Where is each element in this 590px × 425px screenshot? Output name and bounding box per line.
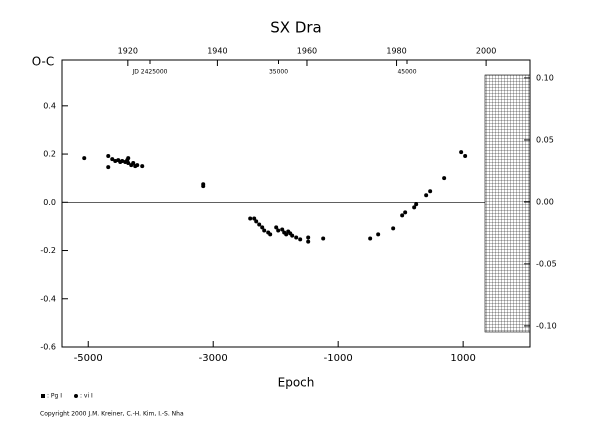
data-point: [306, 239, 311, 244]
x2-tick-label: 1940: [207, 47, 227, 56]
data-point: [257, 222, 262, 227]
footer: Copyright 2000 J.M. Kreiner, C.-H. Kim, …: [40, 411, 184, 418]
data-point: [131, 160, 136, 165]
chart-title: SX Dra: [270, 19, 321, 37]
data-point: [321, 236, 326, 241]
future-hatch: [484, 74, 531, 333]
data-point: [126, 160, 131, 165]
data-point: [252, 216, 257, 221]
y-tick-label: 0.2: [43, 150, 56, 159]
data-point: [414, 202, 419, 207]
data-point: [135, 163, 140, 168]
data-point: [463, 153, 468, 158]
y2-tick-label: 0.05: [536, 135, 554, 144]
data-point: [140, 164, 145, 169]
data-point: [403, 210, 408, 215]
legend-marker: [41, 394, 45, 398]
data-point: [298, 237, 303, 242]
data-point: [201, 184, 206, 189]
x-tick-label: -3000: [199, 353, 228, 364]
jd-tick-label: 35000: [269, 69, 288, 76]
y2-tick-label: 0.00: [536, 197, 554, 206]
data-point: [126, 156, 131, 161]
x2-tick-label: 1960: [297, 47, 317, 56]
jd-tick-label: 45000: [397, 69, 416, 76]
y-tick-label: -0.4: [40, 294, 56, 303]
data-point: [106, 165, 111, 170]
data-point: [391, 226, 396, 231]
data-point: [376, 232, 381, 237]
data-point: [82, 156, 87, 161]
data-point: [262, 228, 267, 233]
legend-label: : Pg I: [47, 393, 62, 400]
data-point: [254, 219, 259, 224]
jd-tick-label: JD 2425000: [131, 69, 167, 76]
data-point: [248, 216, 253, 221]
y-axis-label: O-C: [32, 55, 55, 69]
data-point: [424, 193, 429, 198]
data-point: [268, 232, 273, 237]
data-point: [280, 227, 285, 232]
data-point: [459, 150, 464, 155]
data-point: [412, 205, 417, 210]
x-tick-label: 1000: [450, 353, 475, 364]
data-point: [284, 232, 289, 237]
data-point: [428, 189, 433, 194]
data-point: [260, 225, 265, 230]
data-point: [306, 235, 311, 240]
x2-tick-label: 1980: [386, 47, 406, 56]
x-axis-label: Epoch: [278, 376, 315, 390]
x2-tick-label: 2000: [476, 47, 496, 56]
y-tick-label: -0.6: [40, 343, 56, 352]
legend-label: : vi I: [80, 393, 93, 400]
data-point: [290, 233, 295, 238]
data-point: [106, 153, 111, 158]
data-point: [276, 228, 281, 233]
y2-tick-label: -0.10: [536, 321, 557, 330]
data-point: [294, 235, 299, 240]
legend-marker: [74, 394, 78, 398]
x2-tick-label: 1920: [118, 47, 138, 56]
x-tick-label: -1000: [324, 353, 353, 364]
x-tick-label: -5000: [74, 353, 103, 364]
y-tick-label: -0.2: [40, 246, 56, 255]
data-point: [442, 176, 447, 181]
data-point: [368, 236, 373, 241]
y-tick-label: 0.0: [43, 198, 56, 207]
y2-tick-label: 0.10: [536, 73, 554, 82]
plot-frame: [61, 59, 531, 348]
y2-tick-label: -0.05: [536, 259, 557, 268]
data-point: [274, 225, 279, 230]
data-point: [400, 213, 405, 218]
data-point: [110, 157, 115, 162]
y-tick-label: 0.4: [43, 101, 56, 110]
